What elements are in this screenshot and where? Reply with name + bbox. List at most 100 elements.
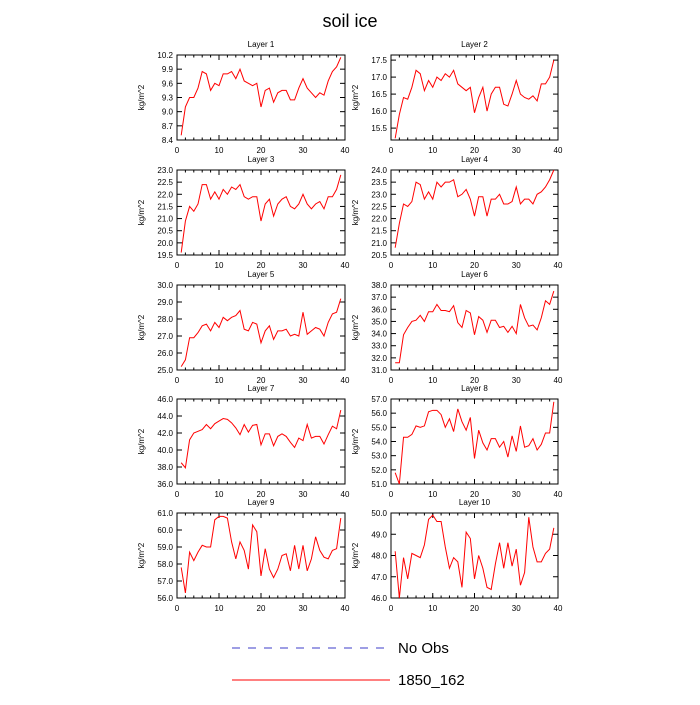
y-axis-label: kg/m^2 bbox=[137, 199, 146, 225]
x-tick-label: 0 bbox=[175, 261, 180, 270]
y-tick-label: 55.0 bbox=[371, 423, 387, 432]
x-tick-label: 20 bbox=[257, 604, 266, 613]
y-tick-label: 54.0 bbox=[371, 438, 387, 447]
y-tick-label: 57.0 bbox=[371, 395, 387, 404]
x-tick-label: 10 bbox=[428, 376, 437, 385]
y-tick-label: 56.0 bbox=[371, 409, 387, 418]
y-tick-label: 40.0 bbox=[157, 446, 173, 455]
x-tick-label: 0 bbox=[175, 604, 180, 613]
y-tick-label: 36.0 bbox=[371, 305, 387, 314]
x-tick-label: 30 bbox=[512, 261, 521, 270]
x-tick-label: 0 bbox=[389, 261, 394, 270]
y-tick-label: 56.0 bbox=[157, 594, 173, 603]
x-tick-label: 10 bbox=[215, 376, 224, 385]
x-tick-label: 10 bbox=[215, 261, 224, 270]
x-tick-label: 20 bbox=[470, 261, 479, 270]
y-tick-label: 36.0 bbox=[157, 480, 173, 489]
x-tick-label: 0 bbox=[389, 146, 394, 155]
x-tick-label: 40 bbox=[554, 376, 563, 385]
panel-title: Layer 7 bbox=[248, 384, 275, 393]
y-tick-label: 44.0 bbox=[157, 412, 173, 421]
y-tick-label: 51.0 bbox=[371, 480, 387, 489]
x-tick-label: 10 bbox=[428, 146, 437, 155]
y-tick-label: 27.0 bbox=[157, 332, 173, 341]
panel-title: Layer 6 bbox=[461, 270, 488, 279]
plot-frame bbox=[176, 284, 346, 371]
y-tick-label: 59.0 bbox=[157, 543, 173, 552]
y-axis-label: kg/m^2 bbox=[137, 542, 146, 568]
x-tick-label: 40 bbox=[341, 146, 350, 155]
y-tick-label: 35.0 bbox=[371, 317, 387, 326]
y-tick-label: 33.0 bbox=[371, 342, 387, 351]
x-tick-label: 0 bbox=[389, 490, 394, 499]
x-tick-label: 20 bbox=[470, 376, 479, 385]
y-tick-label: 47.0 bbox=[371, 573, 387, 582]
y-axis-label: kg/m^2 bbox=[137, 428, 146, 454]
y-tick-label: 30.0 bbox=[157, 281, 173, 290]
x-tick-label: 20 bbox=[470, 490, 479, 499]
x-tick-label: 20 bbox=[257, 376, 266, 385]
y-tick-label: 16.0 bbox=[371, 107, 387, 116]
y-tick-label: 60.0 bbox=[157, 526, 173, 535]
x-tick-label: 40 bbox=[341, 261, 350, 270]
y-tick-label: 21.0 bbox=[371, 239, 387, 248]
y-tick-label: 20.5 bbox=[157, 227, 173, 236]
y-tick-label: 10.2 bbox=[157, 51, 173, 60]
x-tick-label: 20 bbox=[470, 604, 479, 613]
x-tick-label: 10 bbox=[215, 146, 224, 155]
data-line bbox=[394, 401, 555, 485]
y-tick-label: 42.0 bbox=[157, 429, 173, 438]
y-tick-label: 19.5 bbox=[157, 251, 173, 260]
data-line bbox=[394, 59, 555, 139]
data-line bbox=[180, 174, 342, 253]
plot-frame bbox=[390, 398, 559, 485]
x-tick-label: 10 bbox=[428, 490, 437, 499]
y-tick-label: 46.0 bbox=[371, 594, 387, 603]
data-line bbox=[180, 57, 342, 136]
y-tick-label: 57.0 bbox=[157, 577, 173, 586]
plot-frame bbox=[176, 169, 346, 256]
y-tick-label: 22.5 bbox=[371, 202, 387, 211]
x-tick-label: 20 bbox=[257, 490, 266, 499]
y-tick-label: 21.0 bbox=[157, 215, 173, 224]
y-axis-label: kg/m^2 bbox=[137, 84, 146, 110]
y-tick-label: 23.0 bbox=[157, 166, 173, 175]
y-tick-label: 22.0 bbox=[371, 215, 387, 224]
x-tick-label: 30 bbox=[512, 146, 521, 155]
legend-label: 1850_162 bbox=[398, 672, 465, 689]
y-tick-label: 9.6 bbox=[162, 79, 174, 88]
x-tick-label: 30 bbox=[512, 604, 521, 613]
data-line bbox=[394, 169, 555, 248]
y-tick-label: 58.0 bbox=[157, 560, 173, 569]
y-tick-label: 34.0 bbox=[371, 330, 387, 339]
panel-title: Layer 9 bbox=[248, 498, 275, 507]
y-tick-label: 15.5 bbox=[371, 124, 387, 133]
panel-title: Layer 1 bbox=[248, 40, 275, 49]
x-tick-label: 40 bbox=[341, 490, 350, 499]
x-tick-label: 40 bbox=[554, 490, 563, 499]
y-tick-label: 49.0 bbox=[371, 530, 387, 539]
y-tick-label: 29.0 bbox=[157, 298, 173, 307]
y-tick-label: 38.0 bbox=[157, 463, 173, 472]
y-tick-label: 50.0 bbox=[371, 509, 387, 518]
x-tick-label: 20 bbox=[257, 146, 266, 155]
y-tick-label: 8.4 bbox=[162, 136, 174, 145]
y-tick-label: 25.0 bbox=[157, 366, 173, 375]
x-tick-label: 30 bbox=[299, 490, 308, 499]
panel-title: Layer 2 bbox=[461, 40, 488, 49]
panel-title: Layer 8 bbox=[461, 384, 488, 393]
panel-title: Layer 3 bbox=[248, 155, 275, 164]
data-line bbox=[180, 409, 342, 470]
x-tick-label: 0 bbox=[175, 376, 180, 385]
y-tick-label: 20.5 bbox=[371, 251, 387, 260]
x-tick-label: 10 bbox=[428, 261, 437, 270]
y-tick-label: 17.5 bbox=[371, 56, 387, 65]
y-tick-label: 32.0 bbox=[371, 354, 387, 363]
x-tick-label: 0 bbox=[175, 490, 180, 499]
data-line bbox=[394, 514, 555, 599]
y-tick-label: 16.5 bbox=[371, 90, 387, 99]
chart-title: soil ice bbox=[322, 11, 377, 31]
y-tick-label: 31.0 bbox=[371, 366, 387, 375]
x-tick-label: 40 bbox=[341, 376, 350, 385]
